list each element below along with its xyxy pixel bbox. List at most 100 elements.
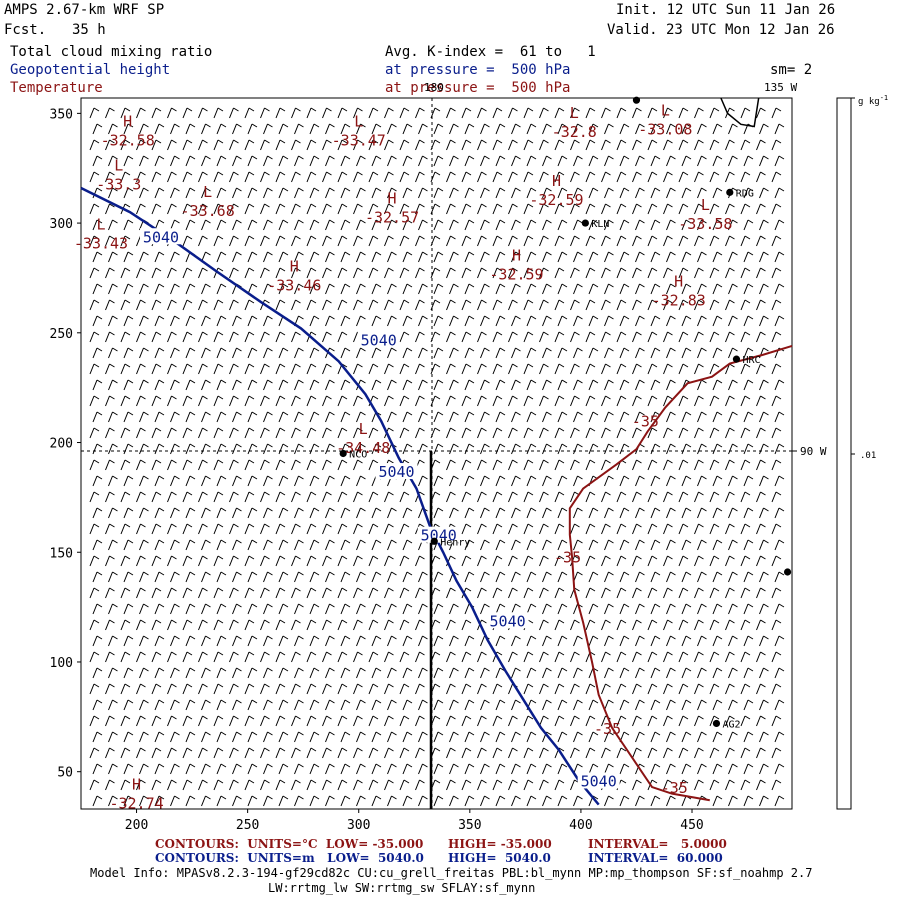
wind-barb [325, 795, 335, 807]
wind-barb [247, 123, 258, 135]
wind-barb [108, 763, 118, 775]
wind-barb [681, 315, 692, 327]
wind-barb [526, 443, 537, 455]
wind-barb [573, 187, 583, 199]
center-value: -32.59 [529, 191, 583, 209]
low-center-marker: L [114, 156, 123, 174]
wind-barb [647, 683, 658, 695]
wind-barb [232, 571, 242, 583]
wind-barb [526, 667, 537, 679]
wind-barb [526, 571, 537, 583]
wind-barb [725, 651, 735, 663]
wind-barb [371, 731, 382, 743]
wind-barb [585, 203, 596, 215]
wind-barb [120, 267, 131, 279]
wind-barb [418, 635, 428, 647]
wind-barb [263, 699, 273, 711]
wind-barb [356, 251, 366, 263]
wind-barb [740, 139, 751, 151]
wind-barb [294, 411, 304, 423]
wind-barb [154, 411, 165, 423]
wind-barb [89, 459, 100, 471]
wind-barb [709, 331, 720, 343]
wind-barb [306, 555, 317, 567]
wind-barb [244, 235, 255, 247]
temp-contour-units: CONTOURS: UNITS=°C LOW= -35.000 [155, 837, 424, 851]
wind-barb [340, 603, 351, 615]
wind-barb [743, 699, 754, 711]
wind-barb [418, 123, 428, 135]
low-center-marker: L [203, 183, 212, 201]
wind-barb [740, 235, 751, 247]
wind-barb [154, 283, 165, 295]
wind-barb [402, 507, 413, 519]
wind-barb [139, 539, 149, 551]
wind-barb [185, 219, 196, 231]
wind-barb [322, 107, 332, 119]
wind-barb [167, 555, 177, 567]
wind-barb [105, 619, 115, 631]
wind-barb [511, 795, 521, 807]
wind-barb [464, 411, 475, 423]
wind-barb [433, 123, 444, 135]
wind-barb [213, 651, 224, 663]
wind-barb [740, 331, 751, 343]
wind-barb [123, 443, 134, 455]
wind-barb [774, 475, 785, 487]
height-contour-label: 5040 [361, 331, 397, 349]
wind-barb [384, 619, 394, 631]
wind-barb [167, 779, 177, 791]
wind-barb [616, 203, 627, 215]
wind-barb [477, 395, 487, 407]
wind-barb [446, 427, 456, 439]
wind-barb [694, 235, 704, 247]
wind-barb [632, 459, 642, 471]
wind-barb [508, 331, 518, 343]
wind-barb [198, 331, 208, 343]
wind-barb [570, 651, 580, 663]
wind-barb [151, 715, 162, 727]
wind-barb [430, 267, 441, 279]
wind-barb [557, 699, 568, 711]
wind-barb [260, 395, 270, 407]
wind-barb [647, 491, 658, 503]
wind-barb [480, 379, 490, 391]
wind-barb [337, 107, 348, 119]
wind-barb [492, 299, 503, 311]
wind-barb [371, 379, 382, 391]
wind-barb [709, 107, 720, 119]
wind-barb [508, 363, 518, 375]
wind-barb [666, 699, 676, 711]
wind-barb [619, 411, 630, 423]
wind-barb [542, 571, 552, 583]
wind-barb [337, 171, 348, 183]
wind-barb [232, 475, 242, 487]
wind-barb [557, 123, 568, 135]
wind-barb [402, 443, 413, 455]
wind-barb [353, 683, 363, 695]
wind-barb [278, 251, 289, 263]
wind-barb [681, 507, 692, 519]
center-value: -32.57 [365, 208, 419, 226]
wind-barb [306, 299, 317, 311]
wind-barb [92, 411, 103, 423]
wind-barb [340, 283, 351, 295]
wind-barb [774, 443, 785, 455]
wind-barb [151, 299, 162, 311]
wind-barb [697, 443, 707, 455]
wind-barb [678, 203, 689, 215]
wind-barb [492, 427, 503, 439]
wind-barb [260, 459, 270, 471]
wind-barb [774, 603, 785, 615]
wind-barb [619, 603, 630, 615]
wind-barb [105, 395, 115, 407]
wind-barb [616, 651, 627, 663]
wind-barb [557, 443, 568, 455]
wind-barb [120, 523, 131, 535]
wind-barb [291, 267, 301, 279]
wind-barb [461, 523, 472, 535]
wind-barb [232, 219, 242, 231]
wind-barb [681, 123, 692, 135]
wind-barb [446, 267, 456, 279]
temperature-contour-label: -35 [632, 413, 659, 431]
